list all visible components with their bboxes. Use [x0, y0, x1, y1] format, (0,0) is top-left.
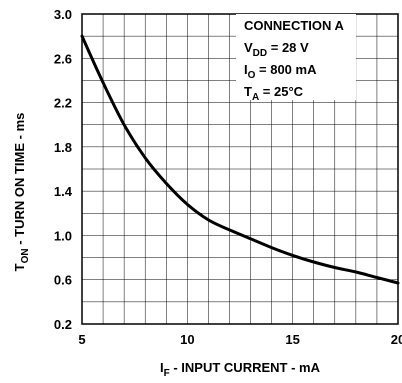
annotation-background	[236, 14, 356, 100]
annotation-line-4: TA = 25°C	[244, 84, 304, 103]
y-tick-labels: 0.2 0.6 1.0 1.4 1.8 2.2 2.6 3.0	[54, 7, 73, 332]
y-axis-label: TON - TURN ON TIME - ms	[12, 113, 31, 272]
x-tick-label: 10	[180, 332, 194, 347]
y-tick-label: 2.6	[54, 51, 72, 66]
series-line	[80, 34, 400, 285]
annotation-line-1: CONNECTION A	[244, 18, 345, 33]
annotation-line-3: IO = 800 mA	[244, 62, 317, 81]
x-axis-label: IF - INPUT CURRENT - mA	[160, 360, 321, 379]
conditions-annotation: CONNECTION A VDD = 28 V IO = 800 mA TA =…	[236, 14, 356, 103]
x-tick-labels: 5 10 15 20	[78, 332, 402, 347]
y-tick-label: 0.6	[54, 273, 72, 288]
x-tick-label: 15	[285, 332, 299, 347]
annotation-line-2: VDD = 28 V	[244, 40, 309, 59]
x-tick-label: 20	[391, 332, 402, 347]
y-tick-label: 3.0	[54, 7, 72, 22]
y-tick-label: 1.8	[54, 140, 72, 155]
y-tick-label: 1.4	[54, 184, 73, 199]
y-tick-label: 2.2	[54, 96, 72, 111]
y-tick-label: 1.0	[54, 228, 72, 243]
x-tick-label: 5	[78, 332, 85, 347]
y-tick-label: 0.2	[54, 317, 72, 332]
